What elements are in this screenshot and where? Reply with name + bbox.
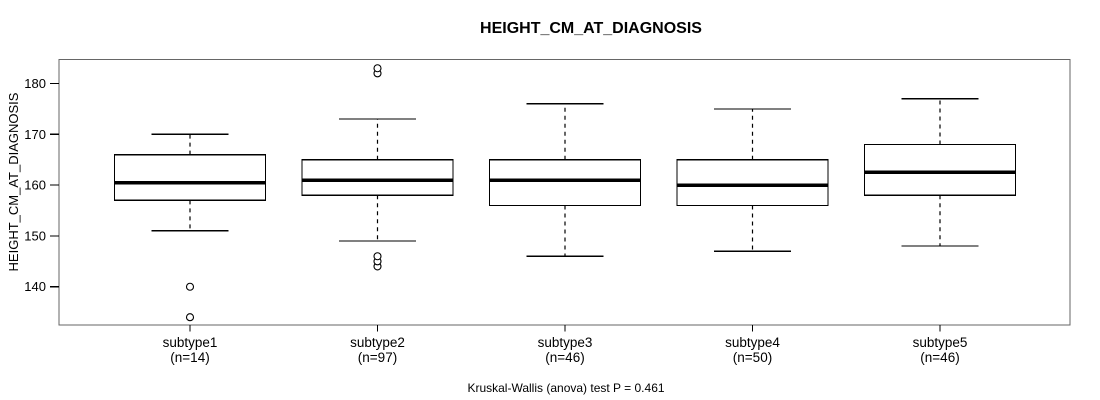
x-category-label-subtype1: subtype1 — [163, 335, 218, 350]
outlier-point-subtype1 — [185, 282, 195, 291]
y-tick-label: 180 — [24, 76, 46, 91]
x-category-count-subtype1: (n=14) — [170, 350, 209, 365]
iqr-box-subtype5 — [863, 143, 1017, 196]
y-tick-label: 150 — [24, 228, 46, 243]
x-category-count-subtype4: (n=50) — [733, 350, 772, 365]
outlier-point-subtype1 — [185, 313, 195, 322]
y-tick-label: 160 — [24, 178, 46, 193]
outlier-point-subtype2 — [373, 252, 382, 261]
y-tick-label: 140 — [24, 279, 46, 294]
iqr-box-subtype4 — [676, 159, 829, 207]
x-category-label-subtype3: subtype3 — [538, 335, 593, 350]
plot-marks: 140150160170180subtype1(n=14)subtype2(n=… — [24, 64, 1017, 365]
x-category-count-subtype3: (n=46) — [545, 350, 584, 365]
y-tick-label: 170 — [24, 127, 46, 142]
x-category-label-subtype2: subtype2 — [350, 335, 405, 350]
x-category-label-subtype5: subtype5 — [913, 335, 968, 350]
y-axis-label: HEIGHT_CM_AT_DIAGNOSIS — [6, 92, 21, 271]
chart-title: HEIGHT_CM_AT_DIAGNOSIS — [480, 20, 702, 37]
iqr-box-subtype3 — [488, 159, 642, 207]
x-category-count-subtype2: (n=97) — [358, 350, 397, 365]
stat-test-caption: Kruskal-Wallis (anova) test P = 0.461 — [467, 381, 664, 395]
iqr-box-subtype1 — [113, 153, 267, 202]
x-category-label-subtype4: subtype4 — [725, 335, 780, 350]
outlier-point-subtype2 — [373, 64, 382, 73]
iqr-box-subtype2 — [301, 159, 454, 196]
x-category-count-subtype5: (n=46) — [920, 350, 959, 365]
